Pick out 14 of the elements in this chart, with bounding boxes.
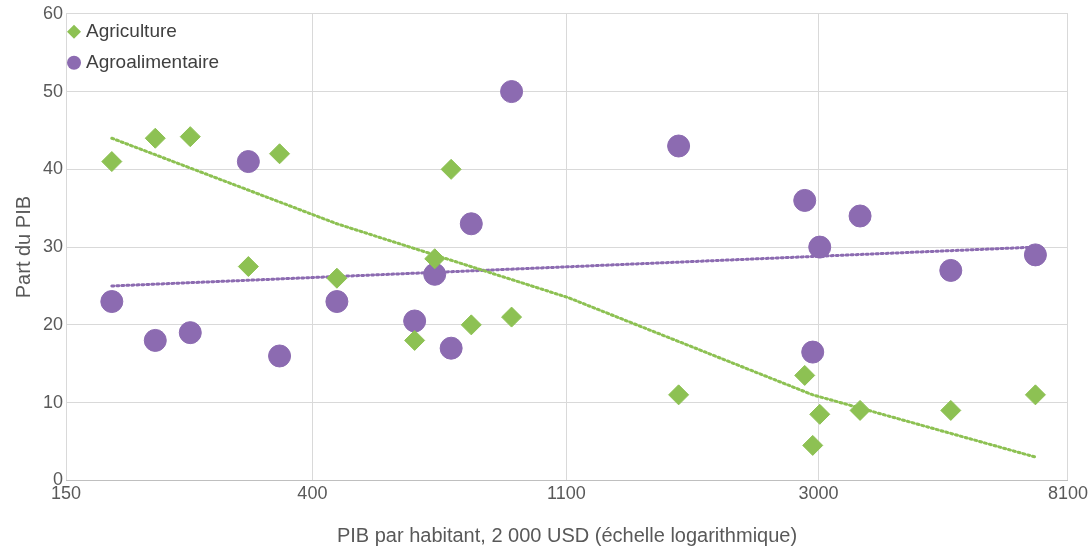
y-axis-title: Part du PIB [11, 195, 34, 299]
y-tick-label: 50 [42, 80, 64, 101]
x-tick-label: 1100 [547, 483, 586, 504]
y-tick-label: 20 [42, 313, 64, 334]
x-tick-label: 400 [297, 483, 328, 504]
x-tick-label: 3000 [798, 483, 839, 504]
x-tick-label: 8100 [1047, 483, 1088, 504]
legend-label: Agroalimentaire [86, 51, 220, 73]
y-tick-label: 30 [42, 236, 64, 257]
y-tick-label: 10 [42, 391, 64, 412]
y-tick-label: 60 [42, 2, 64, 23]
x-axis-title: PIB par habitant, 2 000 USD (échelle logarithmique) [336, 523, 798, 546]
legend-label: Agriculture [86, 20, 177, 42]
y-tick-label: 40 [42, 158, 64, 179]
